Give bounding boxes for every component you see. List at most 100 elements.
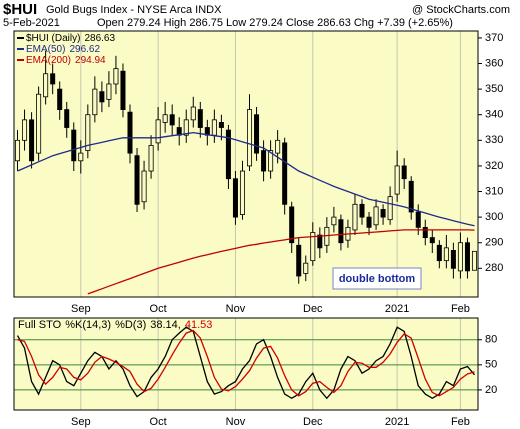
candle-body bbox=[183, 119, 189, 136]
candle-body bbox=[408, 180, 414, 213]
x-tick-label: Nov bbox=[226, 303, 246, 315]
x-tick-label: Nov bbox=[226, 416, 246, 428]
x-tick-label: Oct bbox=[150, 416, 167, 428]
legend-name: %K(14,3) bbox=[65, 319, 111, 331]
candle-body bbox=[99, 91, 105, 103]
summary: Open 279.24 High 286.75 Low 279.24 Close… bbox=[97, 17, 453, 29]
y-tick-label: 370 bbox=[485, 32, 503, 44]
y-tick-label: 350 bbox=[485, 83, 503, 95]
candle-body bbox=[211, 119, 217, 136]
legend-entry: EMA(200) 294.94 bbox=[26, 55, 106, 66]
legend-value: 41.53 bbox=[185, 319, 213, 331]
candle-body bbox=[457, 242, 463, 272]
candle-body bbox=[92, 88, 98, 116]
date: 5-Feb-2021 bbox=[3, 17, 60, 29]
candle-body bbox=[57, 88, 63, 110]
y-tick-label: 50 bbox=[485, 359, 497, 371]
candle-body bbox=[197, 109, 203, 128]
candle-body bbox=[148, 145, 154, 172]
candle-body bbox=[352, 203, 358, 231]
candle-body bbox=[78, 152, 84, 162]
candle-body bbox=[261, 150, 267, 172]
legend-name: EMA(50) bbox=[26, 44, 65, 55]
line bbox=[17, 131, 475, 227]
candle-body bbox=[387, 196, 393, 221]
legend-value: 296.62 bbox=[69, 44, 100, 55]
candle-body bbox=[436, 244, 442, 262]
x-tick-label: Dec bbox=[303, 416, 323, 428]
line bbox=[87, 229, 475, 295]
candle-body bbox=[113, 68, 119, 85]
candle-body bbox=[282, 142, 288, 205]
x-tick-label: Feb bbox=[451, 303, 470, 315]
legend-value: 294.94 bbox=[75, 55, 106, 66]
legend-value: 38.14, bbox=[150, 319, 181, 331]
candle-body bbox=[247, 109, 253, 167]
annotation-box bbox=[332, 267, 422, 290]
x-tick-label: Sep bbox=[71, 416, 91, 428]
y-tick-label: 300 bbox=[485, 211, 503, 223]
candle-body bbox=[169, 114, 175, 126]
x-tick-label: 2021 bbox=[385, 303, 409, 315]
y-tick-label: 330 bbox=[485, 134, 503, 146]
candle-body bbox=[471, 250, 477, 271]
candle-body bbox=[36, 93, 42, 154]
candle-body bbox=[64, 109, 70, 128]
legend-entry: EMA(50) 296.62 bbox=[26, 44, 100, 55]
y-tick-label: 310 bbox=[485, 185, 503, 197]
candle-body bbox=[373, 206, 379, 226]
candle-body bbox=[450, 250, 456, 269]
x-tick-label: Sep bbox=[71, 303, 91, 315]
plot-frame bbox=[13, 30, 479, 298]
legend: Full STO %K(14,3) %D(3) 38.14, 41.53 bbox=[18, 319, 212, 331]
annotation: double bottom bbox=[339, 273, 416, 285]
candle-body bbox=[50, 73, 56, 85]
candle-body bbox=[162, 114, 168, 123]
candle-body bbox=[141, 170, 147, 203]
symbol: $HUI bbox=[3, 1, 37, 18]
plot-frame bbox=[13, 317, 479, 411]
y-tick-label: 360 bbox=[485, 57, 503, 69]
candle-body bbox=[464, 242, 470, 272]
candle-body bbox=[190, 106, 196, 121]
x-tick-label: 2021 bbox=[385, 416, 409, 428]
candle-body bbox=[29, 119, 35, 162]
candle-body bbox=[296, 244, 302, 277]
candle-body bbox=[106, 83, 112, 100]
candle-body bbox=[15, 139, 21, 162]
legend-name: EMA(200) bbox=[26, 55, 71, 66]
source: @ StockCharts.com bbox=[412, 4, 510, 16]
candle-body bbox=[366, 216, 372, 228]
line bbox=[16, 326, 475, 400]
candle-body bbox=[443, 247, 449, 262]
candle-body bbox=[380, 209, 386, 218]
candle-body bbox=[127, 111, 133, 154]
legend-entry: $HUI (Daily) 286.63 bbox=[26, 33, 115, 44]
candle-body bbox=[338, 219, 344, 244]
candle-body bbox=[120, 70, 126, 110]
candle-body bbox=[359, 203, 365, 218]
candle-body bbox=[239, 170, 245, 215]
candle-body bbox=[254, 114, 260, 154]
candle-body bbox=[43, 73, 49, 98]
candle-body bbox=[289, 206, 295, 244]
legend-value: 286.63 bbox=[84, 33, 115, 44]
candle-body bbox=[415, 211, 421, 228]
candle-body bbox=[232, 178, 238, 218]
candle-body bbox=[71, 129, 77, 162]
candle-body bbox=[275, 139, 281, 154]
y-tick-label: 340 bbox=[485, 109, 503, 121]
x-tick-label: Feb bbox=[451, 416, 470, 428]
y-tick-label: 320 bbox=[485, 160, 503, 172]
y-tick-label: 80 bbox=[485, 334, 497, 346]
candle-body bbox=[401, 165, 407, 180]
candle-body bbox=[331, 216, 337, 226]
plot-area bbox=[14, 31, 478, 297]
legend-name: $HUI (Daily) bbox=[26, 33, 80, 44]
legend-name: %D(3) bbox=[115, 319, 146, 331]
candle-body bbox=[422, 226, 428, 239]
legend-prefix: Full STO bbox=[18, 319, 62, 331]
x-tick-label: Dec bbox=[303, 303, 323, 315]
candle-body bbox=[303, 262, 309, 274]
candle-body bbox=[310, 232, 316, 262]
